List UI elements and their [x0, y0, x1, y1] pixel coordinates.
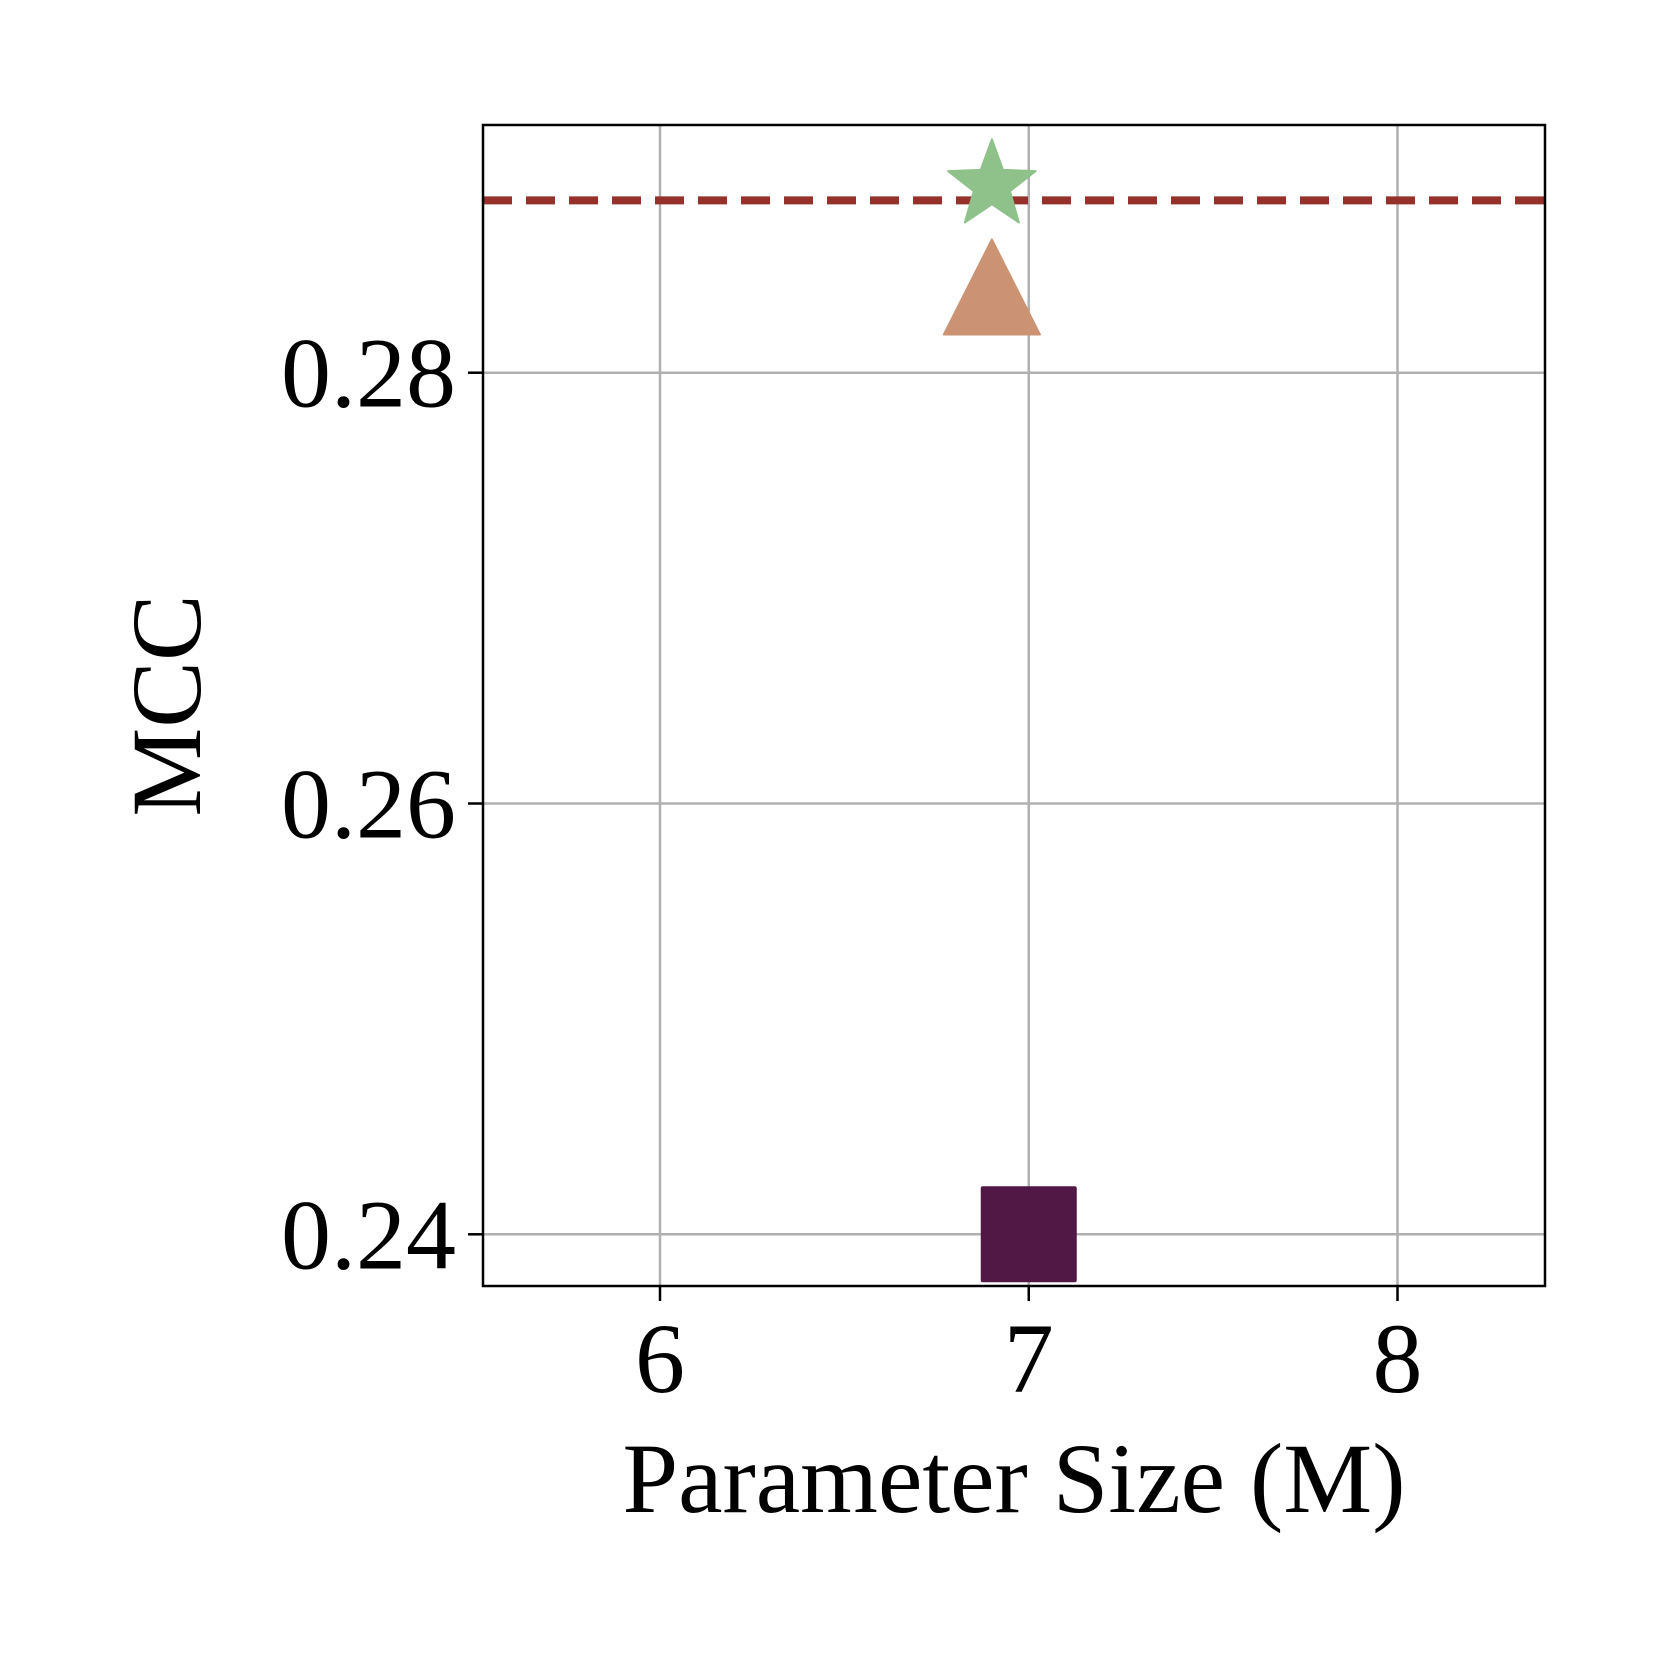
y-axis-label: MCC [111, 594, 222, 816]
star-marker [947, 138, 1037, 224]
data-markers [942, 138, 1077, 1283]
square-marker [980, 1186, 1077, 1283]
y-tick-label: 0.28 [281, 318, 456, 429]
x-axis-label: Parameter Size (M) [622, 1423, 1405, 1534]
triangle-marker [942, 238, 1041, 336]
x-tick-label: 8 [1373, 1303, 1423, 1414]
plot-frame [481, 123, 1547, 1288]
x-tick-label: 6 [635, 1303, 685, 1414]
axis-ticks: 6 7 8 0.24 0.26 0.28 [281, 318, 1423, 1414]
y-tick-label: 0.24 [281, 1179, 456, 1290]
x-tick-label: 7 [1004, 1303, 1054, 1414]
y-tick-label: 0.26 [281, 749, 456, 860]
